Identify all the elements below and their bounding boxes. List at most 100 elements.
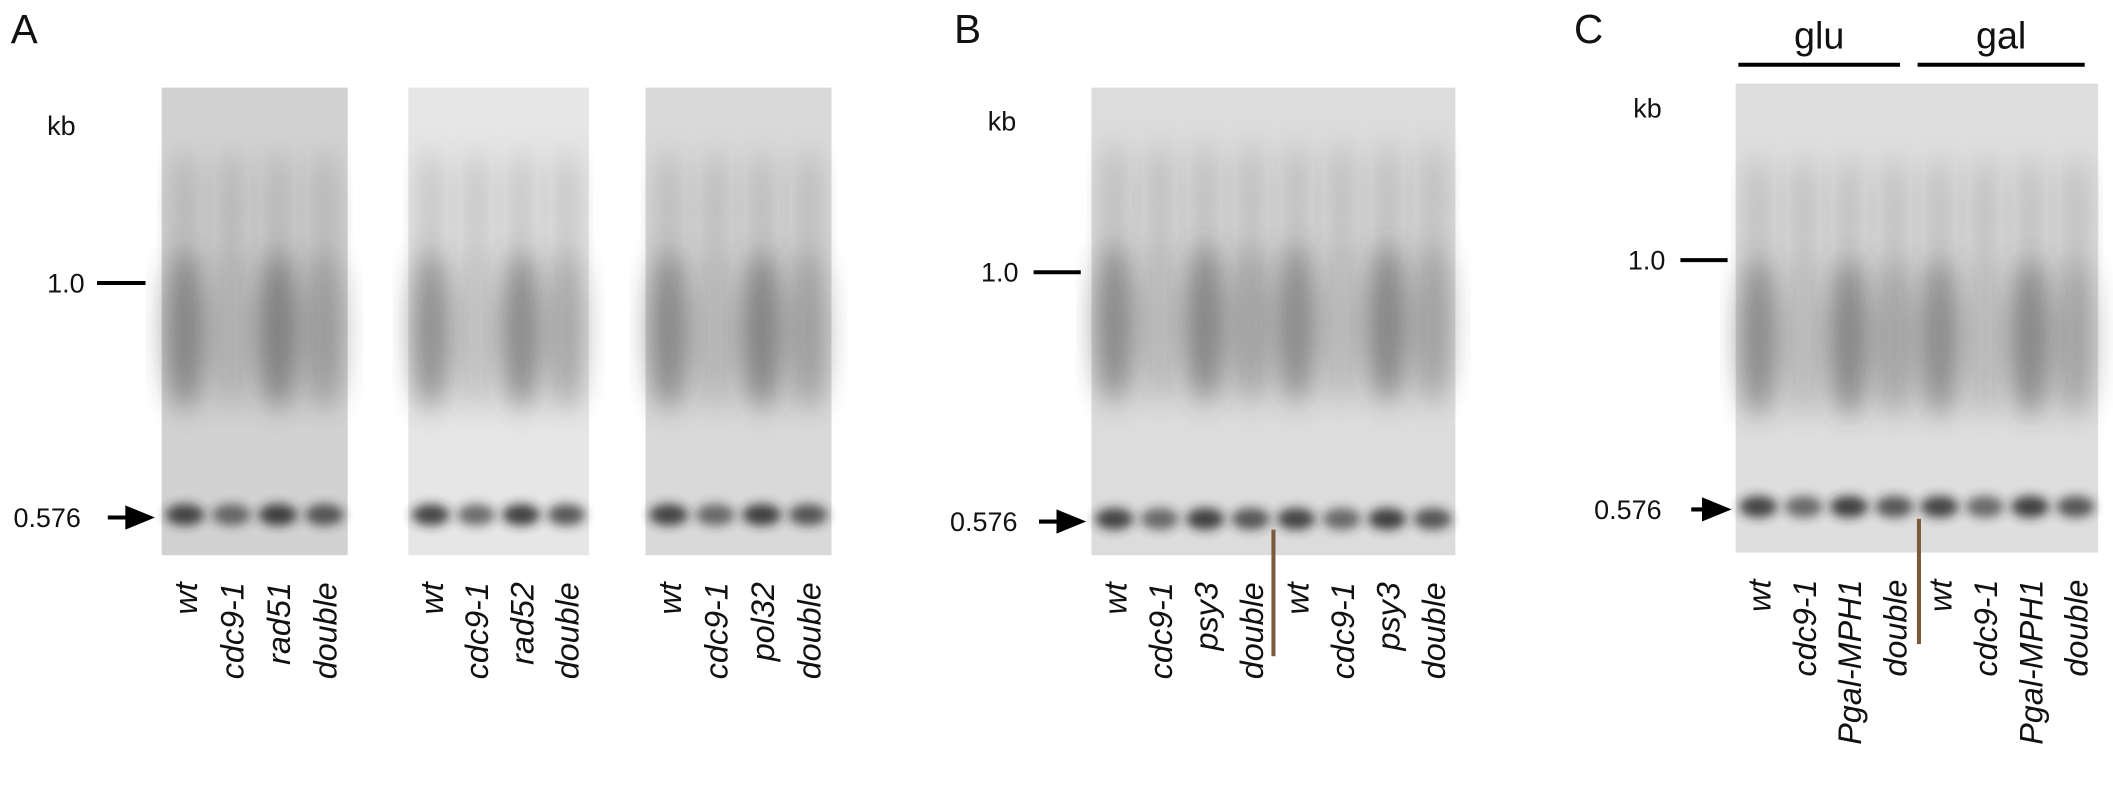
size-marker: 0.576: [950, 507, 1017, 537]
smear-faint: [1880, 155, 1908, 277]
smear: [165, 249, 205, 412]
lane-label: double: [791, 582, 827, 679]
smear-faint: [2061, 155, 2090, 277]
band: [1875, 495, 1914, 518]
smear-faint: [1237, 141, 1265, 263]
lane-label: wt: [1097, 580, 1133, 614]
smear-faint: [1790, 155, 1818, 277]
band: [788, 504, 828, 526]
smear-faint: [701, 148, 730, 270]
lane-label: psy3: [1188, 582, 1224, 651]
smear-faint: [552, 148, 580, 270]
panel-letter: A: [11, 6, 38, 52]
smear-faint: [1744, 155, 1772, 277]
smear: [1186, 242, 1225, 405]
smear: [1920, 256, 1959, 418]
smear-faint: [462, 148, 490, 270]
smear: [547, 249, 586, 412]
size-marker: 1.0: [47, 268, 84, 298]
lane-label: wt: [1741, 577, 1777, 611]
blot: [408, 87, 589, 556]
panel-letter: B: [954, 6, 981, 52]
unit-label: kb: [1633, 93, 1661, 123]
smear-faint: [1100, 141, 1128, 263]
lane-label: rad52: [504, 582, 540, 665]
band: [165, 504, 205, 526]
lane-label: double: [1877, 579, 1913, 676]
smear-faint: [1835, 155, 1863, 277]
band: [258, 504, 298, 526]
smear-faint: [217, 148, 246, 270]
lane-label: rad51: [261, 582, 297, 665]
smear-faint: [1373, 141, 1401, 263]
smear-faint: [1925, 155, 1954, 277]
lane-label: cdc9-1: [1325, 582, 1361, 679]
smear: [2056, 256, 2095, 418]
smear: [649, 249, 689, 412]
blot: [161, 87, 348, 556]
smear: [2011, 256, 2050, 418]
size-marker: 1.0: [981, 258, 1018, 288]
smear: [1784, 256, 1823, 418]
lane-label: cdc9-1: [698, 582, 734, 679]
band: [1739, 495, 1778, 518]
lane-label: cdc9-1: [1143, 582, 1179, 679]
lane-label: double: [549, 582, 585, 679]
group-label: gal: [1976, 15, 2026, 57]
lane-label: wt: [168, 580, 204, 614]
smear: [788, 249, 828, 412]
lane-label: double: [1234, 582, 1270, 679]
blot: [1735, 83, 2099, 553]
band: [211, 504, 251, 526]
unit-label: kb: [47, 111, 75, 141]
group-label: glu: [1794, 15, 1844, 57]
smear: [304, 249, 344, 412]
marker-arrow-head: [125, 505, 155, 530]
lane-label: cdc9-1: [1787, 579, 1823, 676]
smear-faint: [1146, 141, 1174, 263]
lane-label: wt: [652, 580, 688, 614]
band: [742, 504, 782, 526]
marker-arrow-head: [1701, 497, 1732, 522]
lane-label: wt: [1923, 577, 1959, 611]
smear-faint: [1191, 141, 1219, 263]
size-marker: 1.0: [1628, 246, 1665, 276]
marker-arrow-head: [1056, 509, 1087, 534]
smear: [502, 249, 541, 412]
band: [1140, 508, 1179, 530]
lane-label: cdc9-1: [459, 582, 495, 679]
smear: [1322, 242, 1361, 405]
smear: [742, 249, 782, 412]
band: [1322, 508, 1361, 530]
lane-label: double: [308, 582, 344, 679]
band: [411, 504, 450, 526]
smear: [1413, 242, 1452, 405]
smear-faint: [654, 148, 683, 270]
lane-label: Pgal-MPH1: [1832, 579, 1868, 744]
band: [1095, 508, 1134, 530]
smear-faint: [417, 148, 445, 270]
smear-faint: [1282, 141, 1310, 263]
band: [457, 504, 495, 526]
lane-label: double: [1416, 582, 1452, 679]
lane-label: wt: [1279, 580, 1315, 614]
lane-label: cdc9-1: [215, 582, 251, 679]
band: [1784, 495, 1823, 518]
smear: [1965, 256, 2004, 418]
blot: [1091, 87, 1456, 556]
smear: [1231, 242, 1270, 405]
band: [304, 504, 344, 526]
blot: [645, 87, 832, 556]
band: [2011, 495, 2050, 518]
smear: [411, 249, 450, 412]
band: [1231, 508, 1270, 530]
smear: [457, 249, 495, 412]
band: [1277, 508, 1316, 530]
smear-faint: [747, 148, 776, 270]
smear-faint: [2016, 155, 2044, 277]
band: [1368, 508, 1407, 530]
lane-label: cdc9-1: [1968, 579, 2004, 676]
smear: [1739, 256, 1778, 418]
lane-label: psy3: [1370, 582, 1406, 651]
